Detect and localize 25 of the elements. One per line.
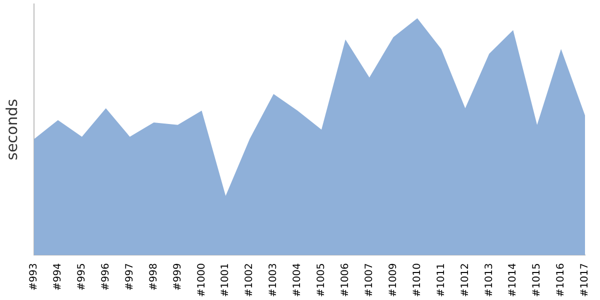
x-tick-label: #995 — [76, 263, 88, 291]
x-tick-label: #997 — [124, 263, 136, 291]
x-tick-label: #994 — [52, 263, 64, 291]
x-tick-label: #1009 — [388, 263, 399, 297]
x-tick-label: #1007 — [364, 263, 375, 297]
x-tick-label: #1000 — [196, 263, 208, 297]
x-tick-label: #1004 — [292, 263, 304, 297]
x-tick-label: #1013 — [484, 263, 495, 297]
x-tick-label: #993 — [28, 263, 40, 291]
x-tick-label: #1015 — [532, 263, 543, 297]
x-tick-label: #998 — [148, 263, 160, 291]
x-tick-label: #1011 — [436, 263, 447, 297]
x-tick-label: #1014 — [508, 263, 519, 297]
x-tick-label: #1012 — [460, 263, 471, 297]
x-tick-label: #1003 — [268, 263, 280, 297]
x-tick-label: #996 — [100, 263, 112, 291]
x-tick-label: #1002 — [244, 263, 256, 297]
x-tick-label: #1016 — [556, 263, 567, 297]
x-tick-label: #1005 — [316, 263, 328, 297]
x-tick-label: #1017 — [580, 263, 591, 297]
x-tick-label: #1001 — [220, 263, 232, 297]
x-tick-label: #1006 — [340, 263, 352, 297]
x-tick-label: #999 — [172, 263, 184, 291]
x-tick-label: #1010 — [412, 263, 423, 297]
y-axis-title: seconds — [2, 98, 21, 160]
